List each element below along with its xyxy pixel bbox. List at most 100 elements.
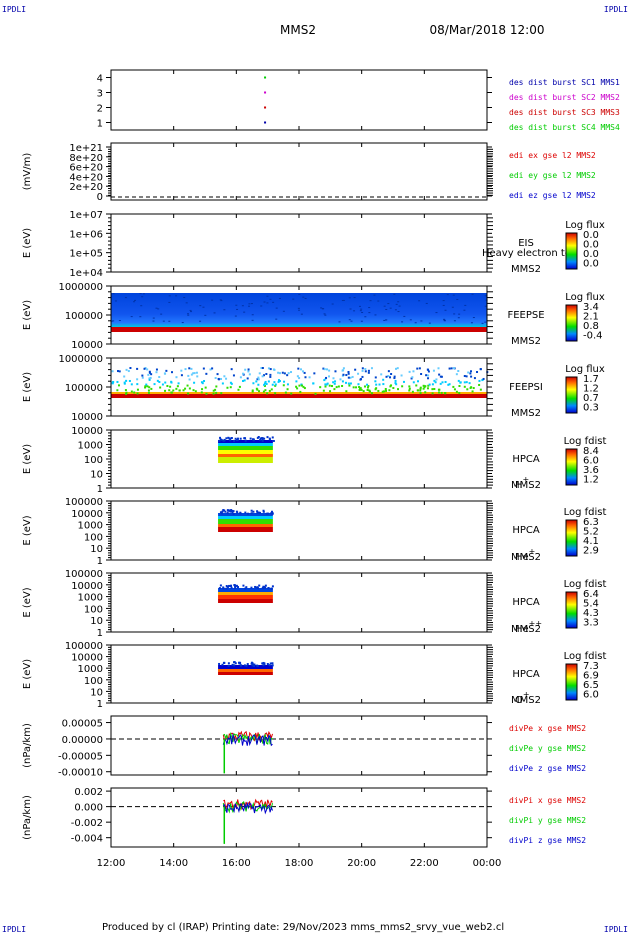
feepsi-speckle xyxy=(260,367,263,370)
feepse-speckle xyxy=(397,301,400,303)
feepsi-speckle xyxy=(476,371,479,374)
feepse-speckle xyxy=(364,316,367,318)
colorbar-tick: 6.0 xyxy=(583,456,599,467)
y-tick-label: 1e+07 xyxy=(69,210,103,221)
feepsi-speckle xyxy=(425,374,428,377)
feepsi-speckle xyxy=(352,386,355,389)
feepsi-speckle xyxy=(184,368,187,371)
feepsi-speckle xyxy=(341,384,344,387)
hpca-speckle xyxy=(232,510,235,513)
y-tick-label: 0 xyxy=(97,192,103,203)
hpca-speckle xyxy=(266,436,269,439)
feepse-speckle xyxy=(134,299,137,301)
feepsi-speckle xyxy=(424,385,427,388)
hpca-spectrogram-band xyxy=(218,599,273,603)
feepsi-speckle xyxy=(159,386,162,389)
feepsi-speckle xyxy=(437,367,440,370)
instrument-name: HPCA xyxy=(512,525,540,536)
feepsi-speckle xyxy=(441,381,444,384)
feepsi-speckle xyxy=(266,392,269,395)
feepsi-speckle xyxy=(248,373,251,376)
panel-divpi: 0.002 0.000 -0.002 -0.004 (nPa/km) divPi x gs… xyxy=(22,787,586,848)
hpca-speckle xyxy=(271,664,274,667)
hpca-speckle xyxy=(254,585,257,588)
feepsi-speckle xyxy=(205,372,208,375)
feepsi-speckle xyxy=(116,370,119,373)
legend-entry: divPe x gse MMS2 xyxy=(509,724,586,733)
feepsi-speckle xyxy=(361,375,364,378)
feepse-speckle xyxy=(251,314,254,316)
feepsi-speckle xyxy=(478,379,481,382)
feepsi-speckle xyxy=(319,386,322,389)
feepsi-speckle xyxy=(328,369,331,372)
colorbar-tick: 6.3 xyxy=(583,517,599,528)
hpca-speckle xyxy=(249,437,252,440)
feepsi-speckle xyxy=(347,370,350,373)
y-tick-label: 0.002 xyxy=(74,787,103,798)
feepsi-speckle xyxy=(440,391,443,394)
colorbar-tick: 1.2 xyxy=(583,384,599,395)
feepsi-speckle xyxy=(263,384,266,387)
series-z-line xyxy=(222,733,273,747)
hpca-speckle xyxy=(239,437,242,440)
feepsi-speckle xyxy=(188,387,191,390)
feepsi-speckle xyxy=(412,381,415,384)
feepsi-speckle xyxy=(375,383,378,386)
hpca-speckle xyxy=(218,587,221,590)
feepse-spectrogram xyxy=(111,293,487,331)
feepsi-speckle xyxy=(272,368,275,371)
y-axis-label: (nPa/km) xyxy=(22,795,33,840)
feepse-speckle xyxy=(369,300,372,302)
feepsi-speckle xyxy=(299,390,302,393)
feepsi-speckle xyxy=(281,371,284,374)
feepsi-speckle xyxy=(136,383,139,386)
hpca-speckle xyxy=(270,510,273,513)
hpca-speckle xyxy=(244,511,247,514)
instrument-name: FEEPSI xyxy=(509,382,543,393)
feepsi-speckle xyxy=(269,373,272,376)
hpca-speckle xyxy=(266,512,269,515)
legend-entry: des dist burst SC2 MMS2 xyxy=(509,93,620,102)
y-tick-label: 2 xyxy=(97,104,103,115)
feepsi-speckle xyxy=(469,372,472,375)
feepse-speckle xyxy=(220,300,223,302)
colorbar-tick: 3.4 xyxy=(583,302,599,313)
hpca-spectrogram-band xyxy=(218,519,273,524)
feepsi-speckle xyxy=(147,391,150,394)
feepsi-speckle xyxy=(448,383,451,386)
colorbar-tick: 8.4 xyxy=(583,446,599,457)
feepsi-speckle xyxy=(312,382,315,385)
feepsi-speckle xyxy=(419,389,422,392)
colorbar-title: Log flux xyxy=(565,364,605,375)
y-tick-label: 1000000 xyxy=(58,354,103,365)
hpca-speckle xyxy=(252,510,255,513)
y-tick-label: 10000 xyxy=(71,581,103,592)
feepsi-speckle xyxy=(166,384,169,387)
feepse-speckle xyxy=(453,320,456,322)
feepsi-speckle xyxy=(465,381,468,384)
feepsi-speckle xyxy=(192,372,195,375)
feepse-speckle xyxy=(189,309,192,311)
y-tick-label: 1000 xyxy=(78,521,103,532)
feepse-speckle xyxy=(183,297,186,299)
hpca-speckle xyxy=(252,438,255,441)
feepsi-speckle xyxy=(424,391,427,394)
feepsi-speckle xyxy=(370,392,373,395)
feepse-speckle xyxy=(139,293,142,295)
colorbar-tick: 5.4 xyxy=(583,599,599,610)
feepsi-speckle xyxy=(136,378,139,381)
feepsi-speckle xyxy=(141,376,144,379)
hpca-speckle xyxy=(253,663,256,666)
feepsi-speckle xyxy=(438,388,441,391)
legend-entry: edi ex gse l2 MMS2 xyxy=(509,151,596,160)
y-tick-label: 1e+04 xyxy=(69,268,103,279)
feepse-speckle xyxy=(418,300,421,302)
colorbar xyxy=(565,519,578,557)
feepsi-speckle xyxy=(149,376,152,379)
feepsi-speckle xyxy=(452,367,455,370)
panel-eis: 1e+07 1e+06 1e+05 1e+04 E (eV) EIS MMS2 Heavy e… xyxy=(22,210,605,279)
feepsi-speckle xyxy=(380,373,383,376)
feepsi-speckle xyxy=(150,387,153,390)
feepse-speckle xyxy=(112,320,115,322)
